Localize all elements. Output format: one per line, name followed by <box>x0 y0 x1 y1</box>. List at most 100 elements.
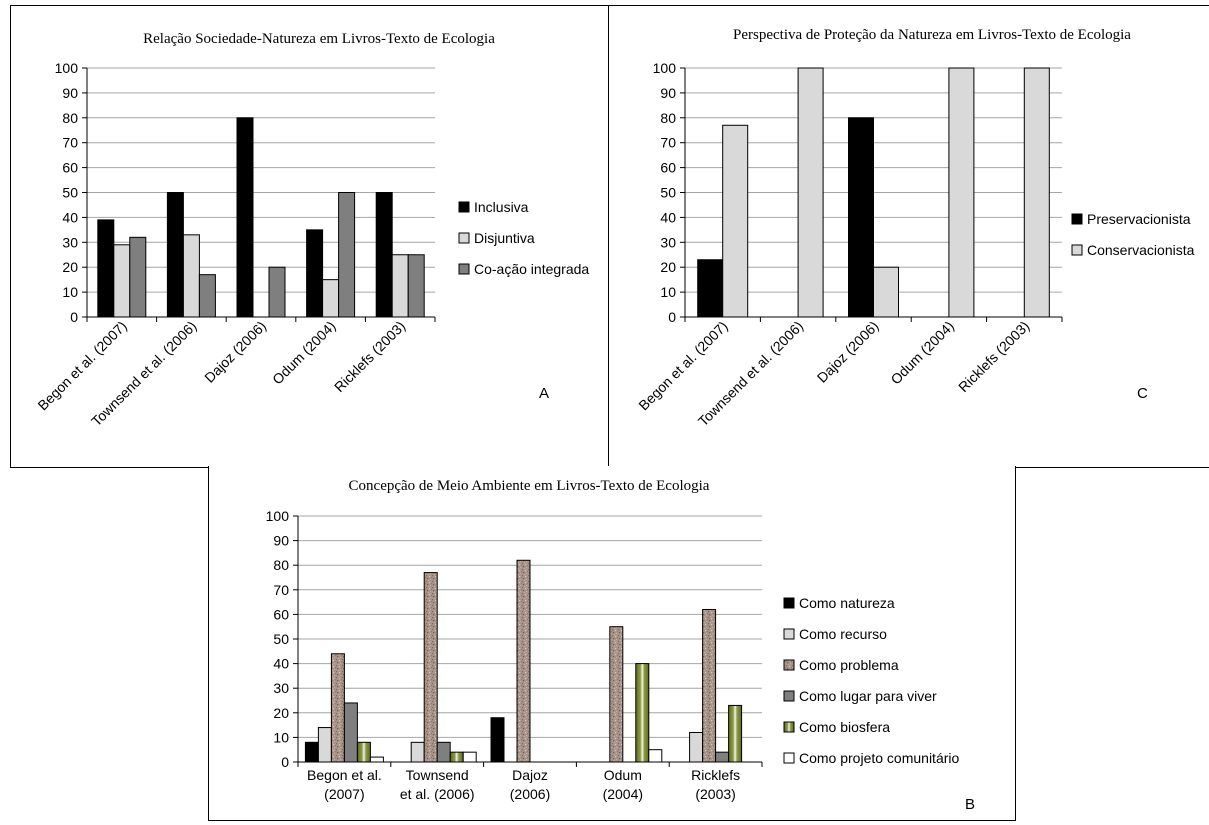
legend-label-preservacionista: Preservacionista <box>1087 211 1191 227</box>
y-tick-label: 40 <box>273 656 289 672</box>
y-tick-label: 50 <box>660 185 676 201</box>
x-tick-label: Ricklefs (2003) <box>331 318 408 395</box>
chart-panel-b: Concepção de Meio Ambiente em Livros-Tex… <box>208 466 1016 821</box>
y-tick-label: 70 <box>660 135 676 151</box>
x-tick-label: Dajoz (2006) <box>814 318 882 386</box>
bar-disjuntiva-4 <box>391 254 409 318</box>
y-tick-label: 100 <box>55 60 79 76</box>
x-tick-label: (2007) <box>324 786 364 802</box>
bar-conservacionista-2 <box>873 266 899 318</box>
y-tick-label: 10 <box>273 729 289 745</box>
bar-como-lugar-para-viver-1 <box>436 741 451 763</box>
bar-conservacionista-1 <box>797 67 824 318</box>
x-tick-label: Dajoz (2006) <box>201 318 269 386</box>
bar-como-biosfera-3 <box>635 663 650 763</box>
chart-b-svg: Concepção de Meio Ambiente em Livros-Tex… <box>266 478 975 813</box>
chart-title: Relação Sociedade-Natureza em Livros-Tex… <box>143 31 495 47</box>
y-tick-label: 20 <box>660 259 676 275</box>
bar-como-recurso-4 <box>689 731 704 763</box>
bar-como-recurso-0 <box>317 727 332 763</box>
bar-co-acao-integrada-1 <box>198 274 216 318</box>
bar-como-problema-3 <box>609 626 624 763</box>
bar-como-projeto-comunitario-0 <box>369 756 384 763</box>
bar-como-lugar-para-viver-4 <box>715 751 730 763</box>
bar-inclusiva-4 <box>375 192 393 318</box>
legend-swatch-como-biosfera <box>783 721 795 733</box>
legend-label-como-natureza: Como natureza <box>799 595 895 611</box>
x-tick-label: Townsend <box>406 767 469 783</box>
legend-label-como-problema: Como problema <box>799 657 899 673</box>
chart-panel-a: Relação Sociedade-Natureza em Livros-Tex… <box>10 5 608 468</box>
legend-swatch-como-recurso <box>783 628 795 640</box>
legend-swatch-co-acao-integrada <box>458 263 470 275</box>
bar-conservacionista-3 <box>948 67 975 318</box>
legend-label-disjuntiva: Disjuntiva <box>474 230 535 246</box>
bar-preservacionista-2 <box>848 117 874 318</box>
legend-label-como-projeto-comunitario: Como projeto comunitário <box>799 750 960 766</box>
bar-como-problema-0 <box>330 653 345 763</box>
bar-como-biosfera-4 <box>728 704 743 763</box>
y-tick-label: 10 <box>660 284 676 300</box>
y-tick-label: 30 <box>273 680 289 696</box>
x-tick-label: Ricklefs (2003) <box>955 318 1032 395</box>
x-tick-label: et al. (2006) <box>400 786 475 802</box>
y-tick-label: 90 <box>660 85 676 101</box>
legend-swatch-como-projeto-comunitario <box>783 752 795 764</box>
legend-label-como-recurso: Como recurso <box>799 626 887 642</box>
bar-como-biosfera-1 <box>449 751 464 763</box>
chart-a-svg: Relação Sociedade-Natureza em Livros-Tex… <box>34 31 589 429</box>
legend-label-inclusiva: Inclusiva <box>474 199 529 215</box>
y-tick-label: 0 <box>70 309 78 325</box>
bar-como-biosfera-0 <box>356 741 371 763</box>
bar-inclusiva-1 <box>166 192 184 318</box>
bar-disjuntiva-3 <box>322 279 340 318</box>
y-tick-label: 60 <box>62 160 78 176</box>
legend-label-co-acao-integrada: Co-ação integrada <box>474 261 589 277</box>
y-tick-label: 90 <box>273 533 289 549</box>
bar-conservacionista-4 <box>1023 67 1050 318</box>
chart-c-svg: Perspectiva de Proteção da Natureza em L… <box>635 27 1195 429</box>
chart-panel-c: Perspectiva de Proteção da Natureza em L… <box>608 5 1209 468</box>
bar-como-problema-2 <box>516 559 531 763</box>
y-tick-label: 20 <box>62 259 78 275</box>
y-tick-label: 100 <box>653 60 677 76</box>
bar-disjuntiva-0 <box>113 244 131 318</box>
y-tick-label: 20 <box>273 705 289 721</box>
legend-swatch-inclusiva <box>458 201 470 213</box>
legend-swatch-preservacionista <box>1071 213 1083 225</box>
bar-como-problema-1 <box>423 572 438 763</box>
panel-letter: B <box>965 796 975 813</box>
legend-swatch-conservacionista <box>1071 244 1083 256</box>
y-tick-label: 70 <box>273 582 289 598</box>
legend-swatch-como-natureza <box>783 597 795 609</box>
y-tick-label: 50 <box>62 185 78 201</box>
bar-disjuntiva-1 <box>182 234 200 318</box>
y-tick-label: 80 <box>62 110 78 126</box>
y-tick-label: 40 <box>660 209 676 225</box>
panel-letter: A <box>539 385 549 402</box>
legend-label-conservacionista: Conservacionista <box>1087 242 1195 258</box>
y-tick-label: 100 <box>266 508 290 524</box>
y-tick-label: 90 <box>62 85 78 101</box>
x-tick-label: Odum (2004) <box>887 318 957 388</box>
x-tick-label: Dajoz <box>512 767 548 783</box>
bar-co-acao-integrada-0 <box>129 236 147 318</box>
x-tick-label: Begon et al. <box>307 767 382 783</box>
bar-inclusiva-2 <box>236 117 254 318</box>
legend-label-como-lugar-para-viver: Como lugar para viver <box>799 688 937 704</box>
y-tick-label: 60 <box>273 606 289 622</box>
bar-inclusiva-0 <box>97 219 115 318</box>
x-tick-label: Odum (2004) <box>269 318 339 388</box>
y-tick-label: 40 <box>62 209 78 225</box>
panel-letter: C <box>1137 385 1148 402</box>
bar-co-acao-integrada-3 <box>338 192 356 318</box>
chart-title: Concepção de Meio Ambiente em Livros-Tex… <box>349 478 710 494</box>
bar-preservacionista-0 <box>697 259 724 318</box>
x-tick-label: Ricklefs <box>691 767 740 783</box>
bar-como-projeto-comunitario-3 <box>648 749 663 763</box>
chart-title: Perspectiva de Proteção da Natureza em L… <box>733 27 1131 43</box>
y-tick-label: 80 <box>273 557 289 573</box>
y-tick-label: 0 <box>668 309 676 325</box>
bar-como-natureza-0 <box>304 741 319 763</box>
bar-conservacionista-0 <box>722 124 749 318</box>
